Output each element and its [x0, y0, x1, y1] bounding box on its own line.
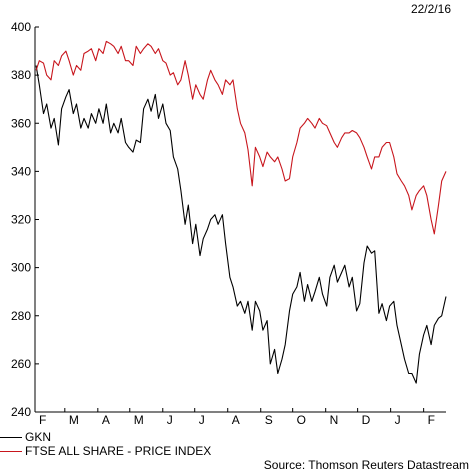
- x-tick-label: J: [395, 413, 401, 427]
- legend-swatch-gkn: [0, 436, 22, 438]
- date-stamp: 22/2/16: [410, 2, 451, 16]
- x-tick-label: J: [199, 413, 205, 427]
- x-tick-label: J: [167, 413, 173, 427]
- series-layer: [35, 40, 447, 384]
- legend-label-ftse: FTSE ALL SHARE - PRICE INDEX: [25, 444, 212, 458]
- x-tick-label: N: [330, 413, 339, 427]
- y-tick-label: 240: [11, 405, 31, 419]
- y-tick-label: 280: [11, 309, 31, 323]
- legend-item-ftse: FTSE ALL SHARE - PRICE INDEX: [0, 444, 211, 458]
- x-tick-label: D: [362, 413, 371, 427]
- y-tick-label: 260: [11, 357, 31, 371]
- x-tick-label: F: [428, 413, 435, 427]
- y-tick-label: 360: [11, 116, 31, 130]
- source-note: Source: Thomson Reuters Datastream: [263, 458, 469, 472]
- y-tick-label: 340: [11, 164, 31, 178]
- legend-item-gkn: GKN: [0, 430, 51, 444]
- y-tick-label: 380: [11, 68, 31, 82]
- x-tick-label: A: [102, 413, 110, 427]
- x-tick-label: F: [39, 413, 46, 427]
- series-line-gkn: [35, 65, 447, 384]
- y-tick-label: 400: [11, 20, 31, 34]
- y-axis: 240 260 280 300 320 340 360 380 400: [11, 20, 39, 419]
- x-tick-label: M: [69, 413, 79, 427]
- legend-swatch-ftse: [0, 450, 22, 452]
- y-tick-label: 320: [11, 213, 31, 227]
- x-tick-label: A: [232, 413, 240, 427]
- series-line-ftse: [35, 40, 447, 235]
- y-tick-label: 300: [11, 261, 31, 275]
- x-tick-label: O: [297, 413, 306, 427]
- x-tick-label: S: [265, 413, 273, 427]
- legend-label-gkn: GKN: [25, 430, 52, 444]
- x-tick-label: M: [134, 413, 144, 427]
